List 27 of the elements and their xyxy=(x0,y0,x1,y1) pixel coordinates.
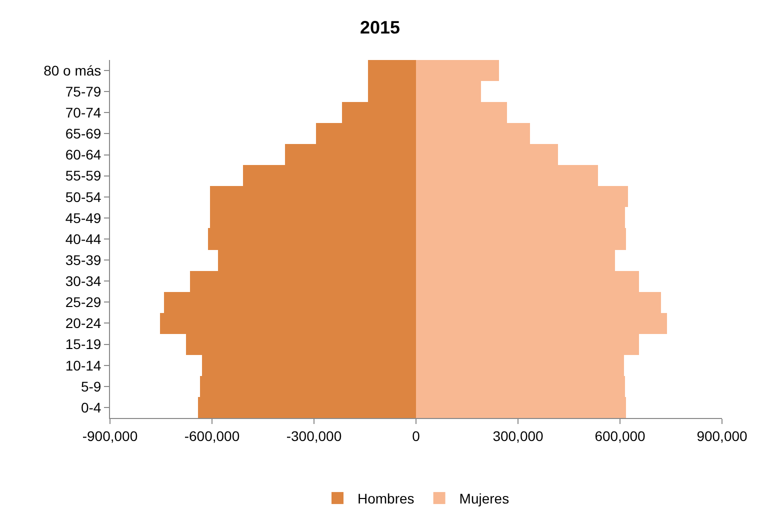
y-tick-label: 20-24 xyxy=(65,315,102,332)
x-tick-label: 300,000 xyxy=(492,428,544,444)
y-tick-label: 65-69 xyxy=(65,126,102,142)
y-tick-label: 70-74 xyxy=(65,104,102,121)
x-tick-label: -600,000 xyxy=(184,428,240,444)
chart-title: 2015 xyxy=(360,18,400,38)
y-tick-label: 25-29 xyxy=(65,294,102,310)
x-tick-label: 0 xyxy=(412,428,420,444)
y-tick-label: 10-14 xyxy=(65,357,102,374)
y-tick-label: 0-4 xyxy=(80,399,102,416)
y-tick-label: 5-9 xyxy=(80,378,102,394)
x-tick-label: -300,000 xyxy=(286,428,342,444)
y-tick-label: 35-39 xyxy=(65,252,102,268)
y-tick-label: 55-59 xyxy=(65,168,102,184)
y-tick-label: 45-49 xyxy=(65,210,102,226)
y-tick-label: 40-44 xyxy=(65,230,102,247)
y-tick-label: 30-34 xyxy=(65,273,102,290)
y-tick-label: 60-64 xyxy=(65,146,102,163)
y-tick-label: 80 o más xyxy=(44,62,102,78)
legend-label: Hombres xyxy=(358,490,414,506)
x-tick-label: -900,000 xyxy=(82,428,138,444)
y-tick-label: 75-79 xyxy=(65,83,102,100)
x-tick-label: 600,000 xyxy=(594,428,646,444)
x-tick-label: 900,000 xyxy=(696,428,748,444)
y-tick-label: 15-19 xyxy=(65,336,102,352)
y-tick-label: 50-54 xyxy=(65,188,102,205)
legend-label: Mujeres xyxy=(459,490,510,506)
